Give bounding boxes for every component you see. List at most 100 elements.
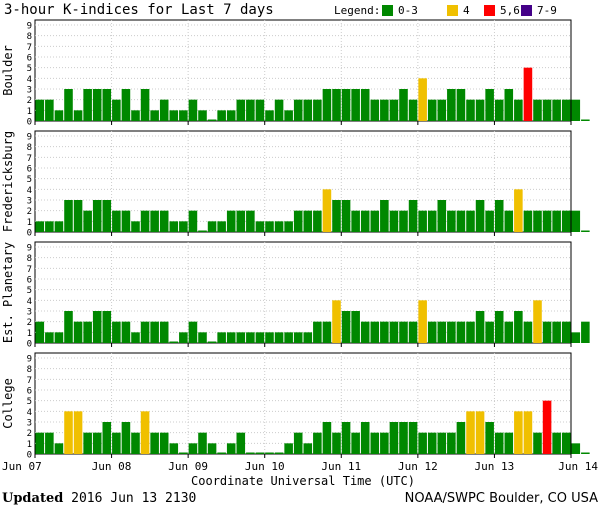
k-index-bar xyxy=(571,210,581,232)
k-index-bar xyxy=(293,432,303,454)
k-index-bar xyxy=(274,221,284,232)
k-index-bar xyxy=(54,443,64,454)
k-index-bar xyxy=(380,432,389,454)
k-index-bar xyxy=(179,452,188,454)
k-index-bar xyxy=(456,210,466,232)
k-index-bar xyxy=(169,341,179,343)
k-index-bar xyxy=(485,89,494,121)
k-index-bar xyxy=(83,210,92,232)
k-index-bar xyxy=(35,99,45,121)
y-tick-label: 0 xyxy=(27,451,32,461)
k-index-bar xyxy=(207,119,217,121)
k-index-bar xyxy=(112,99,121,121)
k-index-bar xyxy=(322,89,332,121)
k-index-bar xyxy=(246,210,255,232)
k-index-bar xyxy=(265,452,274,454)
k-index-bar xyxy=(35,432,45,454)
k-index-bar xyxy=(198,230,207,232)
y-tick-label: 7 xyxy=(27,43,32,53)
k-index-bar xyxy=(313,432,322,454)
k-index-bar xyxy=(169,443,179,454)
k-index-bar xyxy=(466,99,475,121)
k-index-bar xyxy=(475,99,485,121)
k-index-bar xyxy=(255,221,265,232)
updated-value: 2016 Jun 13 2130 xyxy=(71,491,197,506)
k-index-bar xyxy=(380,321,389,343)
y-tick-label: 8 xyxy=(27,143,32,153)
y-tick-label: 2 xyxy=(27,207,32,217)
k-index-bar xyxy=(112,321,121,343)
y-tick-label: 1 xyxy=(27,440,32,450)
y-tick-label: 5 xyxy=(27,397,32,407)
k-index-bar xyxy=(45,221,54,232)
k-index-bar xyxy=(322,422,332,454)
k-index-bar xyxy=(121,422,131,454)
k-index-bar xyxy=(552,210,561,232)
legend-label: 0-3 xyxy=(398,4,418,17)
k-index-bar xyxy=(332,432,341,454)
y-tick-label: 9 xyxy=(27,22,32,32)
k-index-bar xyxy=(389,210,399,232)
k-index-bar xyxy=(284,221,293,232)
y-tick-label: 3 xyxy=(27,419,32,429)
k-index-bar xyxy=(456,321,466,343)
k-index-bar xyxy=(35,221,45,232)
k-index-bar xyxy=(514,189,523,232)
k-index-bar xyxy=(131,110,140,121)
y-tick-label: 8 xyxy=(27,32,32,42)
k-index-bar xyxy=(188,321,198,343)
k-index-bar xyxy=(351,311,360,343)
k-index-bar xyxy=(246,332,255,343)
k-index-bar xyxy=(188,443,198,454)
k-index-bar xyxy=(303,210,313,232)
k-index-bar xyxy=(370,432,380,454)
k-index-bar xyxy=(64,311,73,343)
k-index-bar xyxy=(313,99,322,121)
k-index-bar xyxy=(265,221,274,232)
k-index-bar xyxy=(226,443,236,454)
y-tick-label: 1 xyxy=(27,329,32,339)
legend-label: 7-9 xyxy=(537,4,557,17)
y-tick-label: 7 xyxy=(27,376,32,386)
k-index-bar xyxy=(408,422,418,454)
k-index-bar xyxy=(226,210,236,232)
k-index-bar xyxy=(207,341,217,343)
k-index-bar xyxy=(389,422,399,454)
k-index-bar xyxy=(207,221,217,232)
k-index-bar xyxy=(494,99,504,121)
k-index-bar xyxy=(427,432,437,454)
k-index-bar xyxy=(418,78,427,121)
k-index-bar xyxy=(514,411,523,454)
k-index-bar xyxy=(112,210,121,232)
k-index-bar xyxy=(150,110,159,121)
k-index-bar xyxy=(322,321,332,343)
k-index-bar xyxy=(466,321,475,343)
y-tick-label: 0 xyxy=(27,229,32,239)
y-tick-label: 9 xyxy=(27,355,32,365)
updated-label: Updated xyxy=(2,491,64,506)
panel-label: Boulder xyxy=(1,45,15,96)
updated-timestamp: Updated 2016 Jun 13 2130 xyxy=(2,491,196,506)
k-index-bar xyxy=(427,99,437,121)
k-index-bar xyxy=(504,321,514,343)
k-index-bar xyxy=(169,221,179,232)
y-tick-label: 6 xyxy=(27,387,32,397)
k-index-bar xyxy=(504,210,514,232)
k-index-bar xyxy=(542,210,552,232)
k-index-bar xyxy=(179,110,188,121)
k-index-bar xyxy=(581,321,590,343)
k-index-bar xyxy=(73,110,83,121)
k-index-bar xyxy=(45,332,54,343)
k-index-bar xyxy=(188,210,198,232)
k-index-bar xyxy=(64,89,73,121)
k-index-bar xyxy=(514,99,523,121)
k-index-bar xyxy=(561,99,571,121)
k-index-bar xyxy=(140,210,150,232)
legend-swatch xyxy=(447,5,458,16)
k-index-bar xyxy=(102,311,112,343)
k-index-bar xyxy=(437,432,447,454)
k-index-bar xyxy=(466,411,475,454)
k-index-bar xyxy=(131,221,140,232)
panel-label: College xyxy=(1,378,15,429)
panel-label: Est. Planetary xyxy=(1,242,15,343)
